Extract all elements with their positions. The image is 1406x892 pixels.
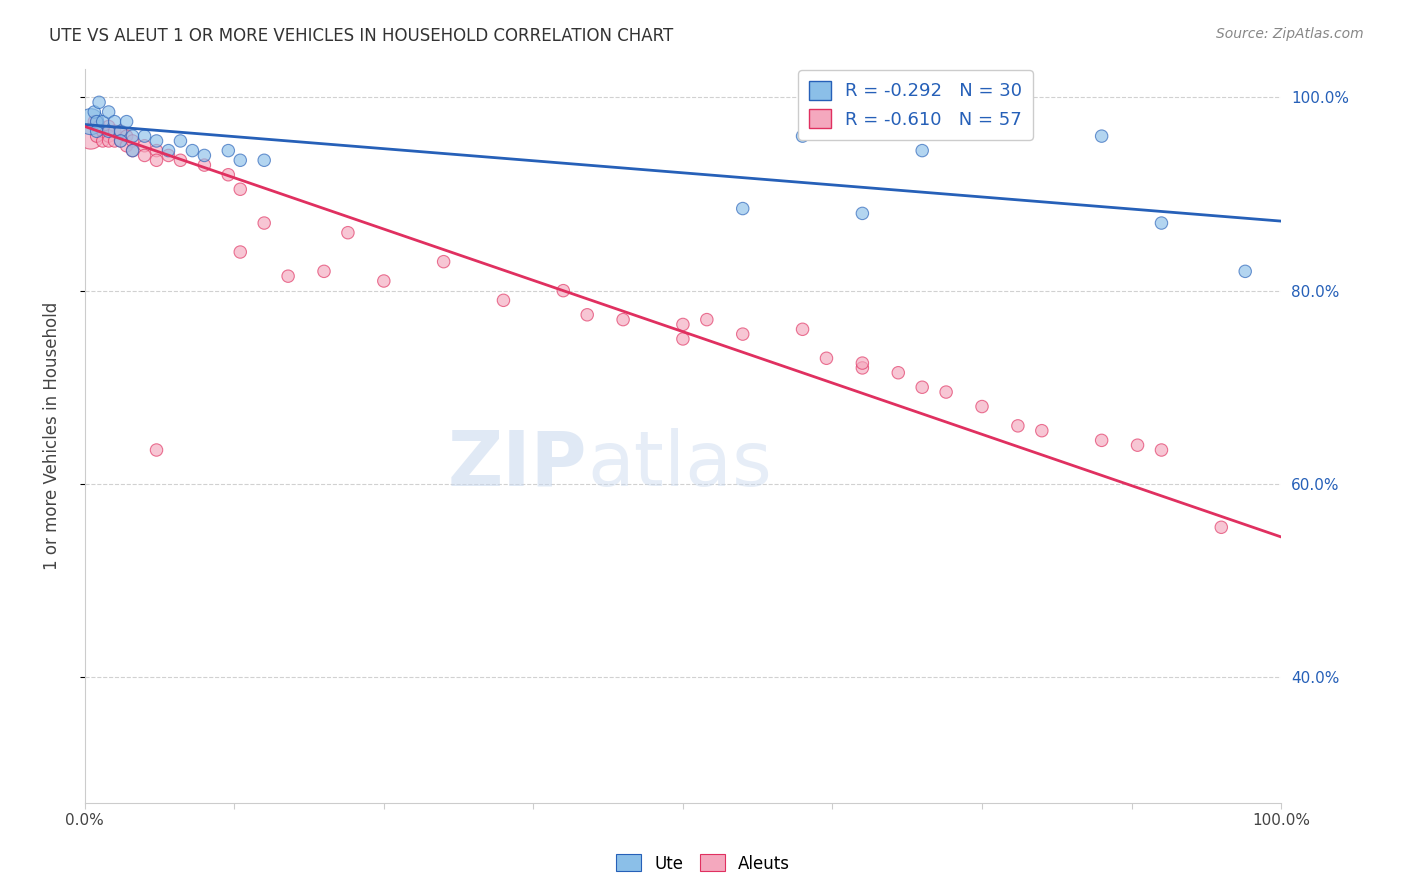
Point bbox=[115, 114, 138, 128]
Point bbox=[145, 442, 167, 457]
Point bbox=[86, 114, 108, 128]
Point bbox=[731, 202, 754, 216]
Point bbox=[1126, 438, 1149, 452]
Point bbox=[1234, 264, 1257, 278]
Point bbox=[253, 216, 276, 230]
Point bbox=[157, 144, 180, 158]
Point bbox=[815, 351, 838, 366]
Point bbox=[115, 138, 138, 153]
Point bbox=[97, 120, 120, 134]
Point bbox=[217, 144, 239, 158]
Point bbox=[104, 134, 127, 148]
Point bbox=[792, 322, 814, 336]
Point bbox=[134, 148, 156, 162]
Point bbox=[911, 144, 934, 158]
Point bbox=[87, 120, 110, 134]
Point bbox=[91, 134, 114, 148]
Point bbox=[86, 124, 108, 138]
Point bbox=[731, 327, 754, 342]
Point bbox=[110, 134, 132, 148]
Point bbox=[672, 318, 695, 332]
Text: UTE VS ALEUT 1 OR MORE VEHICLES IN HOUSEHOLD CORRELATION CHART: UTE VS ALEUT 1 OR MORE VEHICLES IN HOUSE… bbox=[49, 27, 673, 45]
Point bbox=[169, 134, 191, 148]
Text: atlas: atlas bbox=[588, 428, 772, 502]
Point bbox=[217, 168, 239, 182]
Point bbox=[1091, 434, 1114, 448]
Point bbox=[1150, 216, 1173, 230]
Point bbox=[115, 129, 138, 144]
Point bbox=[851, 206, 873, 220]
Point bbox=[433, 254, 456, 268]
Point bbox=[193, 148, 215, 162]
Point bbox=[576, 308, 599, 322]
Point bbox=[277, 269, 299, 284]
Point bbox=[80, 129, 103, 144]
Point bbox=[134, 138, 156, 153]
Point bbox=[1007, 418, 1029, 433]
Point bbox=[110, 124, 132, 138]
Point bbox=[97, 124, 120, 138]
Point bbox=[83, 105, 105, 120]
Point bbox=[145, 134, 167, 148]
Point bbox=[97, 105, 120, 120]
Point bbox=[145, 153, 167, 168]
Point bbox=[134, 129, 156, 144]
Point bbox=[86, 114, 108, 128]
Point bbox=[97, 129, 120, 144]
Point bbox=[970, 400, 993, 414]
Point bbox=[253, 153, 276, 168]
Text: Source: ZipAtlas.com: Source: ZipAtlas.com bbox=[1216, 27, 1364, 41]
Legend: R = -0.292   N = 30, R = -0.610   N = 57: R = -0.292 N = 30, R = -0.610 N = 57 bbox=[799, 70, 1033, 139]
Point bbox=[110, 124, 132, 138]
Point bbox=[887, 366, 910, 380]
Point bbox=[911, 380, 934, 394]
Point bbox=[229, 182, 252, 196]
Point bbox=[336, 226, 359, 240]
Point bbox=[935, 385, 957, 400]
Point bbox=[83, 114, 105, 128]
Y-axis label: 1 or more Vehicles in Household: 1 or more Vehicles in Household bbox=[44, 301, 60, 570]
Point bbox=[229, 153, 252, 168]
Point bbox=[312, 264, 335, 278]
Point bbox=[110, 134, 132, 148]
Point bbox=[492, 293, 515, 308]
Point bbox=[97, 134, 120, 148]
Point bbox=[86, 129, 108, 144]
Text: ZIP: ZIP bbox=[447, 428, 588, 502]
Point bbox=[80, 114, 103, 128]
Point bbox=[672, 332, 695, 346]
Point bbox=[121, 144, 143, 158]
Point bbox=[181, 144, 204, 158]
Point bbox=[157, 148, 180, 162]
Point bbox=[104, 124, 127, 138]
Point bbox=[229, 245, 252, 260]
Point bbox=[1091, 129, 1114, 144]
Point bbox=[373, 274, 395, 288]
Point bbox=[1150, 442, 1173, 457]
Point bbox=[612, 312, 634, 326]
Point bbox=[1211, 520, 1233, 534]
Point bbox=[121, 144, 143, 158]
Point bbox=[553, 284, 575, 298]
Legend: Ute, Aleuts: Ute, Aleuts bbox=[609, 847, 797, 880]
Point bbox=[121, 129, 143, 144]
Point bbox=[121, 134, 143, 148]
Point bbox=[145, 144, 167, 158]
Point bbox=[87, 95, 110, 110]
Point bbox=[91, 114, 114, 128]
Point bbox=[1031, 424, 1053, 438]
Point bbox=[851, 356, 873, 370]
Point bbox=[169, 153, 191, 168]
Point bbox=[696, 312, 718, 326]
Point bbox=[104, 114, 127, 128]
Point bbox=[193, 158, 215, 172]
Point bbox=[851, 360, 873, 375]
Point bbox=[91, 124, 114, 138]
Point bbox=[792, 129, 814, 144]
